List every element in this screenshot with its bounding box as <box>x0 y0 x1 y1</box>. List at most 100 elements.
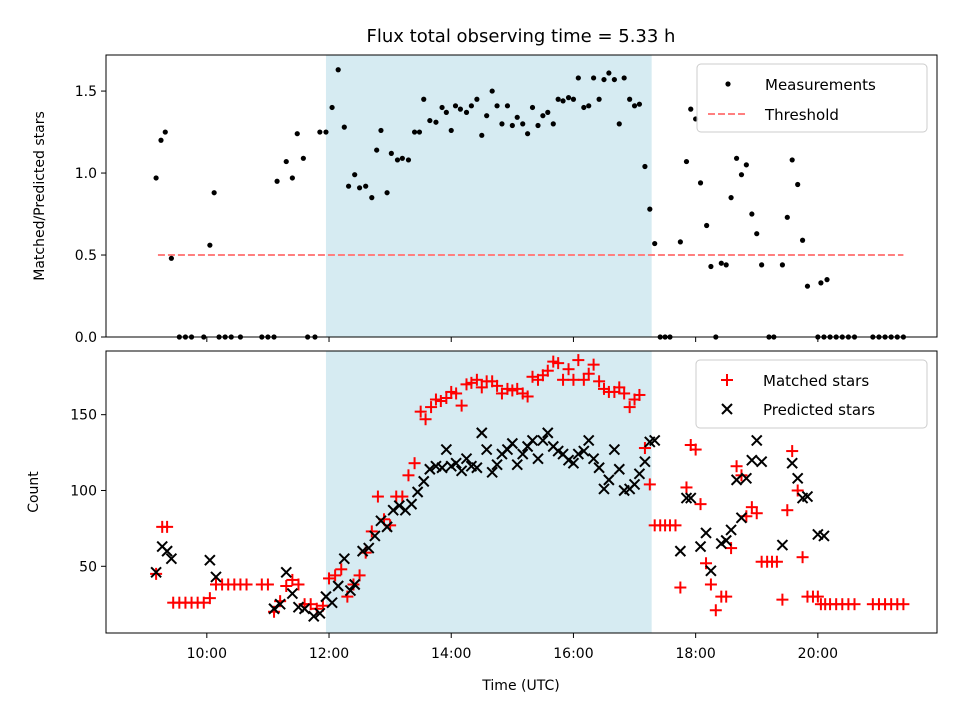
predicted-point <box>674 545 687 557</box>
measurement-point <box>581 104 587 111</box>
matched-point <box>280 580 293 592</box>
predicted-point <box>776 539 789 551</box>
predicted-point <box>348 578 361 591</box>
x-tick-label: 18:00 <box>675 646 715 662</box>
predicted-point <box>332 580 344 592</box>
counts-predicted-points <box>150 427 830 623</box>
matched-point <box>292 578 305 591</box>
measurement-point <box>697 180 704 186</box>
predicted-point <box>801 490 814 503</box>
predicted-point <box>405 498 418 510</box>
predicted-point <box>506 437 519 450</box>
measurement-point <box>439 104 445 111</box>
predicted-point <box>411 486 424 498</box>
x-tick-label: 20:00 <box>798 646 838 662</box>
matched-point <box>745 501 758 514</box>
measurement-point <box>704 222 710 229</box>
predicted-point <box>161 545 173 557</box>
predicted-point <box>572 448 585 460</box>
measurement-point <box>289 175 295 181</box>
matched-point <box>365 525 378 538</box>
predicted-point <box>344 584 357 597</box>
measurement-point <box>479 132 485 138</box>
matched-point <box>552 357 565 370</box>
measurement-point <box>448 127 454 134</box>
predicted-point <box>532 452 544 465</box>
predicted-point <box>150 566 162 579</box>
measurement-point <box>535 122 541 129</box>
matched-point <box>425 401 438 414</box>
matched-point <box>587 358 600 371</box>
counts-x-ticks: 10:00 12:00 14:00 16:00 18:00 20:00 <box>187 633 838 662</box>
matched-point <box>796 551 809 564</box>
matched-point <box>557 373 570 386</box>
matched-point <box>371 490 384 503</box>
matched-point <box>541 364 554 377</box>
matched-point <box>750 507 763 520</box>
legend-matched-label: Matched stars <box>763 372 869 390</box>
measurement-point <box>369 195 375 201</box>
measurement-point <box>606 70 612 76</box>
predicted-point <box>608 443 621 456</box>
measurement-point <box>570 96 577 102</box>
predicted-point <box>436 462 448 474</box>
predicted-point <box>286 587 299 600</box>
matched-point <box>567 373 580 386</box>
predicted-point <box>740 472 753 485</box>
predicted-point <box>818 530 830 542</box>
counts-ylabel: Count <box>26 471 42 513</box>
ratio-legend-box <box>696 63 928 133</box>
measurement-point <box>378 127 384 134</box>
measurement-point <box>784 214 790 220</box>
matched-point <box>491 379 504 392</box>
measurement-point <box>789 157 795 163</box>
measurement-point <box>708 263 714 270</box>
matched-point <box>408 457 421 470</box>
counts-legend-box <box>695 359 928 429</box>
measurement-point <box>274 178 280 184</box>
measurement-point <box>631 103 638 109</box>
legend-predicted-marker <box>721 403 733 415</box>
matched-point <box>197 596 210 609</box>
predicted-point <box>751 434 763 447</box>
measurement-point <box>677 239 683 245</box>
y-tick-label: 150 <box>70 408 97 424</box>
matched-point <box>613 381 626 394</box>
measurement-point <box>514 114 520 120</box>
legend-matched-marker <box>721 374 733 386</box>
measurement-point <box>317 129 323 135</box>
measurement-point <box>647 206 653 212</box>
measurement-point <box>688 106 694 112</box>
measurement-point <box>411 129 418 135</box>
measurement-point <box>743 162 749 168</box>
measurement-point <box>636 101 643 107</box>
matched-point <box>150 567 163 580</box>
measurement-point <box>799 237 806 243</box>
predicted-point <box>720 534 732 547</box>
measurement-point <box>555 96 561 102</box>
matched-point <box>161 520 174 533</box>
matched-point <box>577 373 590 386</box>
predicted-point <box>613 463 625 475</box>
measurement-point <box>759 262 765 268</box>
measurement-point <box>591 75 597 81</box>
matched-point <box>402 469 415 482</box>
predicted-point <box>314 607 326 619</box>
measurement-point <box>211 190 217 196</box>
predicted-point <box>517 448 529 460</box>
measurement-point <box>443 109 449 115</box>
measurement-point <box>399 155 405 161</box>
predicted-point <box>735 512 748 524</box>
matched-point <box>203 592 216 605</box>
measurement-point <box>162 129 168 135</box>
measurement-point <box>611 76 617 83</box>
matched-point <box>776 593 789 606</box>
measurement-point <box>158 137 164 143</box>
measurement-point <box>627 96 633 102</box>
x-tick-label: 16:00 <box>553 646 593 662</box>
measurement-point <box>804 283 811 289</box>
matched-point <box>240 578 253 591</box>
matched-point <box>786 445 799 458</box>
matched-point <box>704 578 717 591</box>
